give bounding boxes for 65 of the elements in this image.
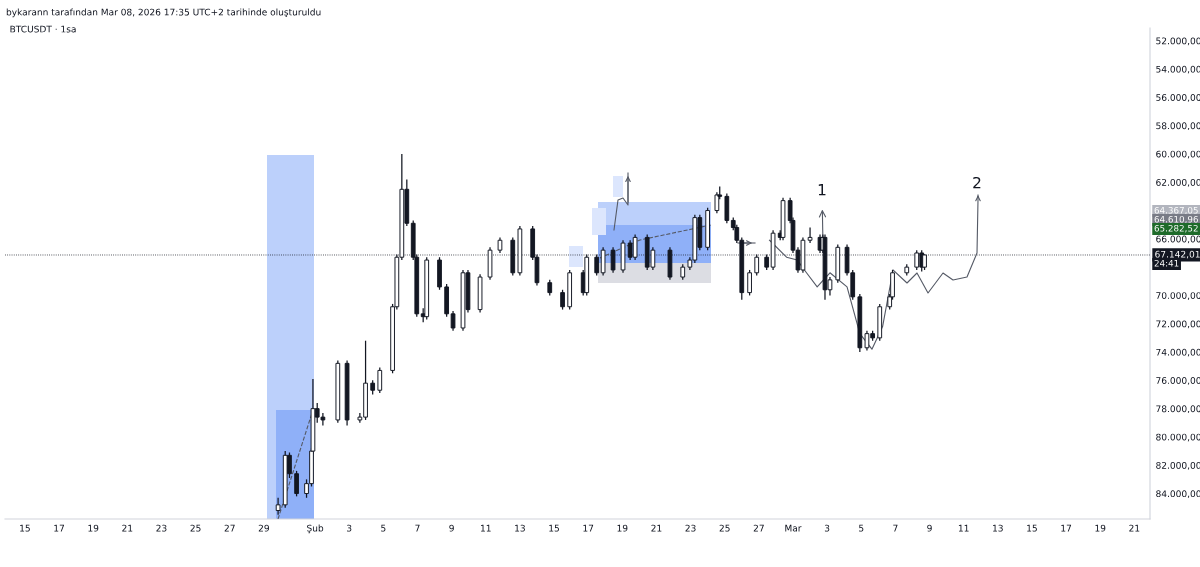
x-tick-label: 25 (719, 524, 730, 532)
x-tick-label: 17 (54, 524, 65, 532)
x-tick-label: 27 (753, 524, 764, 532)
x-tick-label: 17 (1061, 524, 1072, 532)
y-tick-label: 70.000,00 (1156, 292, 1200, 300)
y-tick-label: 78.000,00 (1156, 405, 1200, 414)
y-tick-label: 80.000,00 (1156, 433, 1200, 442)
x-tick-label: 19 (1095, 524, 1106, 532)
x-tick-label: Şub (307, 524, 324, 534)
y-tick-label: 62.000,00 (1156, 178, 1200, 187)
x-tick-label: 29 (258, 524, 269, 532)
x-tick-label: 5 (859, 524, 864, 532)
x-tick-label: 21 (122, 524, 133, 532)
y-tick-label: 72.000,00 (1156, 320, 1200, 329)
x-tick-label: 27 (224, 524, 235, 532)
text: 24:41 (1154, 259, 1179, 267)
chart-title: BTCUSDT · 1sa (10, 25, 76, 33)
chart-subtitle: bykarann tarafından Mar 08, 2026 17:35 UTC+2 tarihinde oluşturuldu (6, 8, 321, 18)
x-tick-label: 3 (347, 524, 352, 532)
annotation: 1 (818, 184, 826, 196)
y-tick-label: 60.000,00 (1156, 150, 1200, 159)
annotation: 2 (973, 176, 981, 189)
x-tick-label: 19 (617, 524, 628, 532)
x-tick-label: 5 (381, 524, 386, 532)
x-tick-label: 21 (651, 524, 662, 532)
x-tick-label: 13 (515, 524, 525, 532)
x-tick-label: 3 (824, 524, 830, 532)
y-tick-label: 54.000,00 (1156, 65, 1200, 74)
y-tick-label: 58.000,00 (1156, 122, 1200, 131)
x-tick-label: 9 (449, 524, 454, 532)
x-tick-label: 11 (481, 524, 491, 532)
x-tick-label: 21 (1129, 524, 1140, 532)
text: 64.610,96 (1154, 215, 1198, 224)
candlestick (377, 366, 383, 394)
candlestick (914, 249, 920, 271)
candlestick (275, 497, 281, 516)
candlestick (450, 310, 456, 332)
x-tick-label: 7 (415, 524, 420, 532)
x-tick-label: 17 (583, 524, 594, 532)
x-tick-label: 13 (993, 524, 1003, 532)
x-tick-label: 7 (893, 524, 898, 532)
x-tick-label: 25 (190, 524, 201, 532)
y-tick-label: 76.000,00 (1156, 377, 1200, 385)
x-tick-label: 9 (927, 524, 932, 532)
y-tick-label: 56.000,00 (1156, 94, 1200, 102)
x-tick-label: 23 (156, 524, 167, 532)
x-tick-label: Mar (785, 524, 802, 532)
candlestick (747, 269, 752, 297)
x-tick-label: 19 (88, 524, 99, 532)
ref-line-label: 67.142,01 (1155, 250, 1200, 259)
text: 65.282,52 (1154, 224, 1198, 233)
candlestick (807, 226, 813, 244)
x-tick-label: 15 (1027, 524, 1037, 532)
x-tick-label: 11 (958, 524, 969, 532)
x-tick-label: 15 (549, 524, 559, 532)
y-tick-label: 66.000,00 (1156, 235, 1200, 244)
x-tick-label: 23 (685, 524, 696, 532)
y-tick-label: 52.000,00 (1156, 37, 1200, 46)
candlestick (294, 470, 299, 497)
y-tick-label: 84.000,00 (1156, 490, 1200, 499)
x-tick-label: 15 (20, 524, 30, 532)
y-tick-label: 74.000,00 (1156, 348, 1200, 357)
candlestick (560, 289, 565, 311)
text: 64.367,05 (1154, 206, 1198, 215)
y-tick-label: 82.000,00 (1156, 461, 1200, 470)
